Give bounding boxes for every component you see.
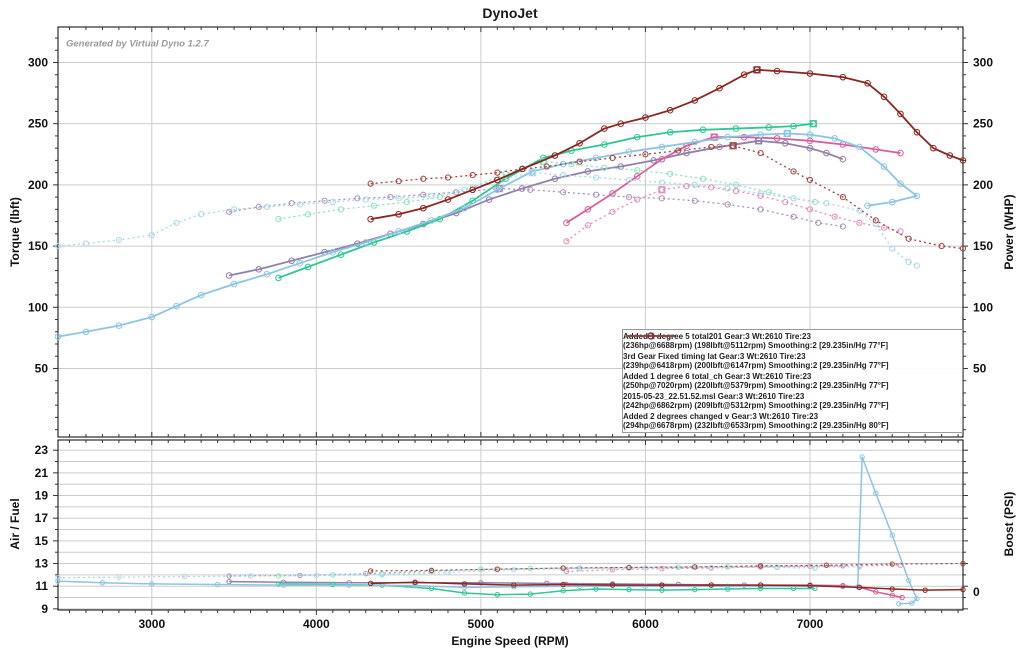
legend-entry: Added 2 degrees changed v Gear:3 Wt:2610… [623,332,962,431]
svg-text:100: 100 [973,300,993,314]
legend-run-stats: (250hp@7020rpm) (220lbft@5379rpm) Smooth… [623,381,889,390]
chart-title: DynoJet [482,5,538,21]
svg-text:150: 150 [28,239,48,253]
svg-text:300: 300 [973,55,993,69]
legend-run-stats: (239hp@6418rpm) (200lbft@6147rpm) Smooth… [623,361,889,370]
legend-entry: 2015-05-23_22.51.52.msl Gear:3 Wt:2610 T… [623,332,962,411]
svg-text:50: 50 [35,361,49,375]
legend: Added 1 degree 5 total201 Gear:3 Wt:2610… [622,329,963,433]
legend-run-stats: (294hp@6678rpm) (232lbft@6533rpm) Smooth… [623,421,889,430]
svg-text:0: 0 [973,585,980,599]
svg-text:4000: 4000 [303,617,330,631]
svg-text:200: 200 [973,178,993,192]
svg-text:300: 300 [28,55,48,69]
svg-text:17: 17 [35,511,49,525]
x-axis-label: Engine Speed (RPM) [451,634,569,648]
legend-run-stats: (236hp@6688rpm) (198lbft@5112rpm) Smooth… [623,341,889,350]
watermark-text: Generated by Virtual Dyno 1.2.7 [66,38,209,50]
legend-run-stats: (242hp@6862rpm) (209lbft@5312rpm) Smooth… [623,401,889,410]
legend-run-name: Added 1 degree 6 total_ch Gear:3 Wt:2610… [623,371,812,381]
legend-entry: 3rd Gear Fixed timing lat Gear:3 Wt:2610… [623,332,962,371]
svg-text:200: 200 [28,178,48,192]
boost-axis-label: Boost (PSI) [1002,491,1016,557]
svg-text:6000: 6000 [632,617,659,631]
svg-text:19: 19 [35,489,49,503]
torque-axis-label: Torque (lbft) [8,197,22,267]
svg-text:21: 21 [35,466,49,480]
svg-text:15: 15 [35,534,49,548]
svg-text:3000: 3000 [138,617,165,631]
power-axis-label: Power (WHP) [1002,194,1016,270]
legend-line-icon [627,332,675,340]
afr-axis-label: Air / Fuel [8,498,22,550]
svg-text:9: 9 [41,602,48,616]
legend-run-name: 3rd Gear Fixed timing lat Gear:3 Wt:2610… [623,351,806,361]
svg-text:250: 250 [973,117,993,131]
legend-run-name: 2015-05-23_22.51.52.msl Gear:3 Wt:2610 T… [623,391,805,401]
svg-text:150: 150 [973,239,993,253]
svg-text:250: 250 [28,117,48,131]
legend-run-name: Added 2 degrees changed v Gear:3 Wt:2610… [623,411,819,421]
legend-entry: Added 1 degree 6 total_ch Gear:3 Wt:2610… [623,332,962,391]
svg-text:5000: 5000 [468,617,495,631]
svg-text:7000: 7000 [797,617,824,631]
svg-text:100: 100 [28,300,48,314]
legend-run-name: Added 1 degree 5 total201 Gear:3 Wt:2610… [623,331,811,341]
svg-text:23: 23 [35,443,49,457]
svg-text:50: 50 [973,361,987,375]
svg-text:11: 11 [35,579,48,593]
svg-text:13: 13 [35,557,49,571]
